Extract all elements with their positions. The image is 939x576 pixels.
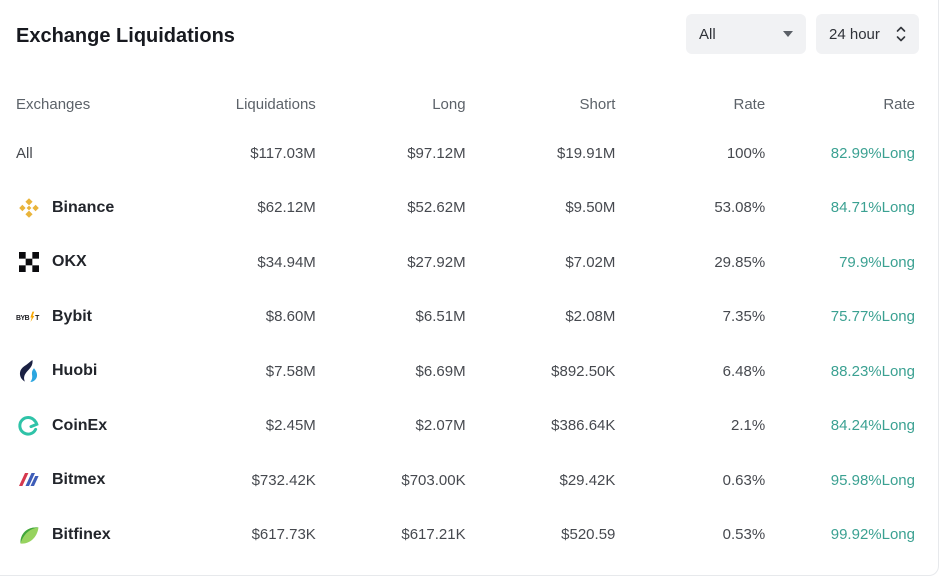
filter-dropdown-value: All (699, 25, 716, 43)
rate-value: 53.08% (714, 199, 766, 217)
table-body: All $117.03M $97.12M $19.91M 100% 82.99%… (16, 126, 915, 562)
column-header-liquidations: Liquidations (235, 95, 316, 113)
exchange-cell: CoinEx (16, 414, 166, 438)
card-header: Exchange Liquidations All 24 hour (0, 0, 938, 54)
long-rate-value: 75.77%Long (830, 308, 915, 326)
exchange-name: CoinEx (52, 416, 108, 434)
long-value: $703.00K (401, 471, 466, 489)
liquidations-value: $617.73K (251, 526, 316, 544)
long-rate-value: 79.9%Long (839, 253, 915, 271)
exchange-name: Bitfinex (52, 525, 111, 543)
long-rate-value: 88.23%Long (830, 362, 915, 380)
column-header-long: Long (432, 95, 466, 113)
table-row-okx[interactable]: OKX $34.94M $27.92M $7.02M 29.85% 79.9%L… (16, 235, 915, 290)
liquidations-value: $117.03M (250, 144, 316, 162)
liquidations-value: $34.94M (257, 253, 316, 271)
rate-value: 7.35% (722, 308, 766, 326)
okx-icon (16, 250, 42, 274)
column-header-rate: Rate (733, 95, 766, 113)
short-value: $2.08M (565, 308, 616, 326)
filter-dropdown[interactable]: All (686, 14, 806, 54)
long-value: $27.92M (407, 253, 466, 271)
table-row-huobi[interactable]: Huobi $7.58M $6.69M $892.50K 6.48% 88.23… (16, 344, 915, 399)
bitfinex-icon (16, 523, 42, 547)
header-controls: All 24 hour (686, 14, 919, 54)
short-value: $19.91M (557, 144, 616, 162)
long-rate-value: 84.24%Long (830, 417, 915, 435)
long-value: $6.69M (415, 362, 466, 380)
table-row-binance[interactable]: Binance $62.12M $52.62M $9.50M 53.08% 84… (16, 181, 915, 236)
exchange-name: Binance (52, 198, 115, 216)
rate-value: 0.63% (722, 471, 766, 489)
bybit-icon: BYB T (16, 305, 42, 329)
spinner-chevrons-icon (896, 26, 906, 42)
liquidations-value: $62.12M (257, 199, 316, 217)
long-rate-value: 82.99%Long (830, 144, 915, 162)
rate-value: 6.48% (722, 362, 766, 380)
short-value: $7.02M (565, 253, 616, 271)
short-value: $386.64K (551, 417, 616, 435)
table-row-all[interactable]: All $117.03M $97.12M $19.91M 100% 82.99%… (16, 126, 915, 181)
long-rate-value: 95.98%Long (830, 471, 915, 489)
exchange-name: Bybit (52, 307, 92, 325)
table-row-bybit[interactable]: BYB T Bybit $8.60M $6.51M $2.08M 7.35% 7… (16, 290, 915, 345)
page-title: Exchange Liquidations (16, 25, 235, 47)
time-range-dropdown[interactable]: 24 hour (816, 14, 919, 54)
liquidations-value: $7.58M (265, 362, 316, 380)
long-value: $2.07M (415, 417, 466, 435)
column-header-exchanges: Exchanges (16, 95, 91, 113)
table-header-row: Exchanges Liquidations Long Short Rate R… (16, 82, 915, 126)
column-header-long-rate: Rate (883, 95, 915, 113)
exchange-name: Huobi (52, 362, 98, 380)
exchange-name: OKX (52, 253, 87, 271)
table-row-coinex[interactable]: CoinEx $2.45M $2.07M $386.64K 2.1% 84.24… (16, 399, 915, 454)
exchange-cell: OKX (16, 250, 166, 274)
exchange-name: Bitmex (52, 471, 106, 489)
long-value: $97.12M (407, 144, 466, 162)
rate-value: 2.1% (730, 417, 766, 435)
rate-value: 0.53% (722, 526, 766, 544)
short-value: $9.50M (565, 199, 616, 217)
svg-text:T: T (35, 315, 40, 322)
table-row-bitmex[interactable]: Bitmex $732.42K $703.00K $29.42K 0.63% 9… (16, 453, 915, 508)
exchange-cell: Huobi (16, 359, 166, 383)
long-value: $617.21K (401, 526, 466, 544)
short-value: $29.42K (559, 471, 616, 489)
short-value: $892.50K (551, 362, 616, 380)
table-row-bitfinex[interactable]: Bitfinex $617.73K $617.21K $520.59 0.53%… (16, 508, 915, 563)
exchange-cell: All (16, 145, 166, 162)
long-rate-value: 99.92%Long (830, 526, 915, 544)
exchange-name: All (16, 144, 33, 162)
liquidations-value: $2.45M (265, 417, 316, 435)
exchange-cell: Binance (16, 196, 166, 220)
long-rate-value: 84.71%Long (830, 199, 915, 217)
caret-down-icon (783, 31, 793, 37)
short-value: $520.59 (561, 526, 616, 544)
rate-value: 100% (726, 144, 766, 162)
liquidations-value: $732.42K (251, 471, 316, 489)
svg-text:BYB: BYB (16, 315, 30, 322)
liquidations-table: Exchanges Liquidations Long Short Rate R… (0, 82, 938, 562)
exchange-cell: Bitfinex (16, 523, 166, 547)
binance-icon (16, 196, 42, 220)
time-range-value: 24 hour (829, 25, 880, 43)
rate-value: 29.85% (714, 253, 766, 271)
exchange-cell: Bitmex (16, 468, 166, 492)
long-value: $6.51M (415, 308, 466, 326)
bitmex-icon (16, 468, 42, 492)
exchange-cell: BYB T Bybit (16, 305, 166, 329)
coinex-icon (16, 414, 42, 438)
huobi-icon (16, 359, 42, 383)
liquidations-value: $8.60M (265, 308, 316, 326)
column-header-short: Short (579, 95, 616, 113)
long-value: $52.62M (407, 199, 466, 217)
